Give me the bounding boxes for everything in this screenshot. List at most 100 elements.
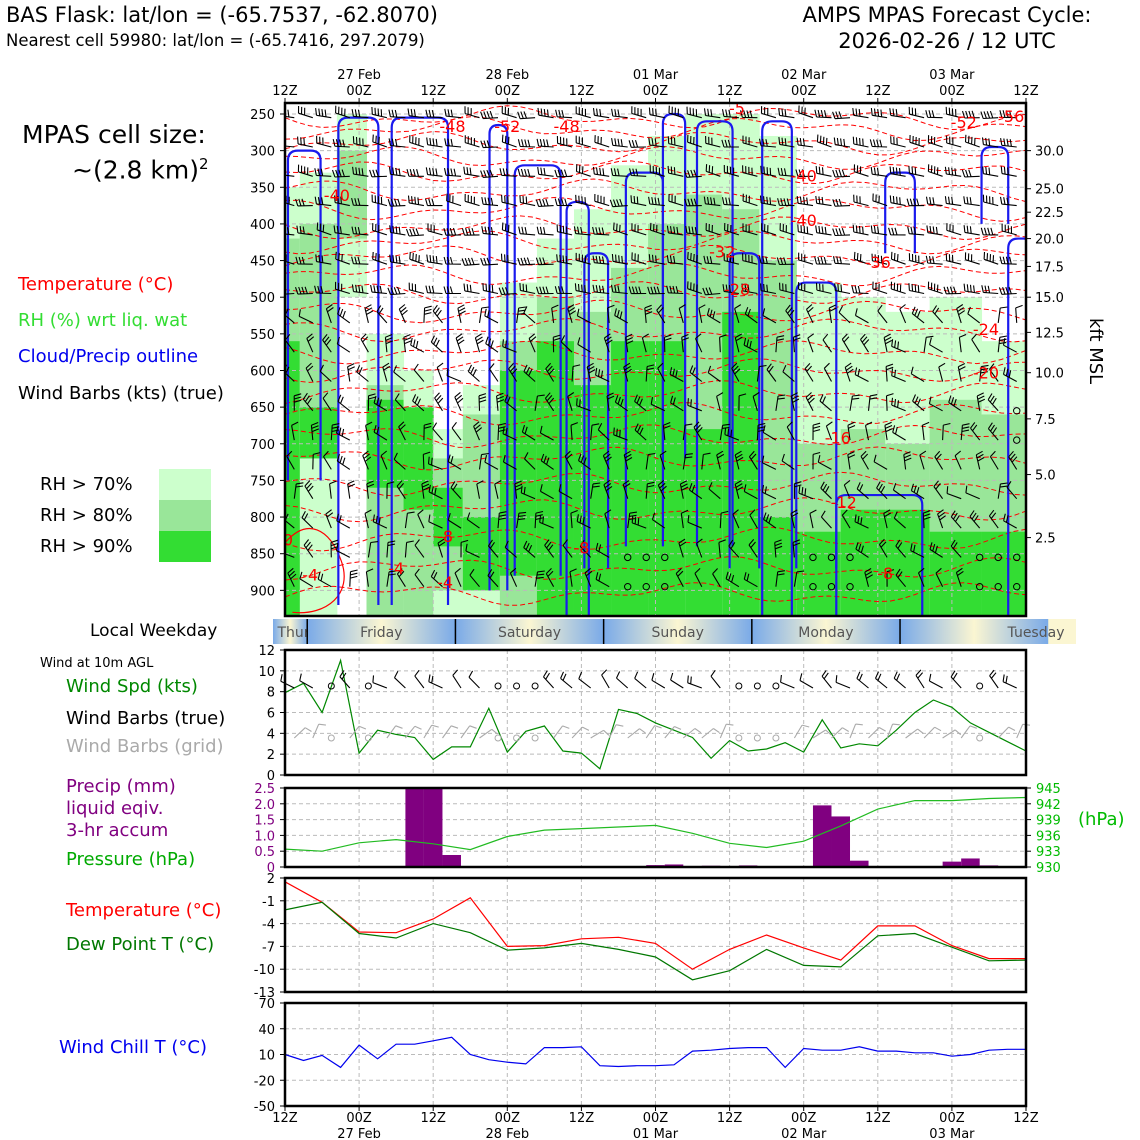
wind-barb [731,362,741,382]
wind-barb [451,421,462,441]
cloud-outline [513,164,562,576]
wind-barb-grid [479,728,498,739]
wind-barb-10m [821,670,832,689]
wind-barb [393,452,406,470]
wind-barb [613,427,628,441]
wind-barb [908,165,925,177]
wind-barb [944,166,962,177]
wind-barb [291,421,299,441]
wind-barb [706,308,721,324]
bottom-xtick-label: 00Z [346,1111,372,1126]
temperature-label: -28 [724,280,750,299]
wind-barb [428,514,443,529]
xs-ytick-label: 600 [250,364,275,379]
wind-barb-grid [868,727,886,739]
bottom-xtick-label: 12Z [1013,1111,1039,1126]
wind-barb [815,225,832,236]
wind-barb [987,422,999,441]
cloud-outline [980,145,1010,224]
wind-barb-grid [404,725,422,739]
wind-barb [796,137,814,148]
wind-barb-10m [1002,674,1017,689]
wind-barb [650,397,666,412]
xs-xtick-label: 00Z [495,84,521,99]
wind-barb [476,480,484,499]
xs-ytick-label: 800 [250,511,275,526]
wind10m-label: Wind at 10m AGL [40,656,154,671]
xs-rtick-label: 7.5 [1035,413,1056,428]
wind-barb [922,510,931,529]
wind-barb [814,109,832,119]
calm-marker [846,582,854,591]
temperature-contour [285,402,1026,426]
temperature-label: -8 [573,539,589,558]
wind-barb [372,251,388,265]
wind-barb-10m [414,669,425,689]
wind-barb [351,109,369,119]
wind-barb [806,304,814,324]
wind-barb [517,111,536,120]
legend-cloud: Cloud/Precip outline [18,346,199,367]
wind-barb [443,286,461,295]
wind-barb [648,137,665,148]
wind-barb [356,365,369,382]
wind-barb-10m [452,669,462,689]
wind-barb [312,452,321,470]
wind-barb [946,223,962,236]
wind-barb [304,480,314,499]
temp-panel-ytick-label: 2 [267,872,275,887]
wind-barb [423,422,432,441]
wind-barb [648,254,665,265]
wind-barb [852,224,869,236]
wind-barb [852,136,869,148]
wind-barb [892,425,906,441]
xs-ytick-label: 650 [250,401,275,416]
calm-marker [661,582,669,591]
wind-barb [937,509,946,529]
wind-barb-grid [997,726,1016,739]
wind-barb-grid [349,725,367,739]
wind-barb [389,254,406,265]
xs-ytick-label: 400 [250,218,275,233]
wind-barb [790,509,799,529]
wind-barb [427,456,443,470]
wind-barb [534,394,545,411]
weekday-label: Friday [360,625,402,641]
wind-barb [748,450,758,470]
wind-barb [592,284,610,295]
chart-subtitle: Nearest cell 59980: lat/lon = (-65.7416,… [6,31,425,50]
wind-barb [948,395,962,412]
wind-barb [336,513,351,529]
wind-barb [454,567,462,587]
wind-barb [1002,337,1017,353]
wind-barb [703,196,721,207]
wind-barb [891,368,906,383]
wind-barb [976,392,986,411]
xs-ytick-label: 900 [250,584,275,599]
calm-marker [1013,436,1021,444]
cloud-outline [565,200,590,616]
wind-barb [556,135,573,148]
wind-barb [853,194,869,207]
wind-barb [524,452,536,470]
wind-barb [631,106,647,119]
wind-barb [728,539,740,558]
wind-barb [796,196,814,207]
wind-barb [325,509,334,529]
wind-barb [501,105,517,119]
temperature-contour [285,582,1026,606]
wind-barb [331,169,350,178]
wind-barb [793,570,805,587]
wind-barb [628,140,647,148]
wind-barb [444,108,462,119]
wind-barb-grid [645,725,662,739]
wind-barb [817,454,832,470]
wind-barb [555,109,573,119]
wind-barb [564,450,573,470]
wind-barb [329,480,337,499]
wind-barb-10m [687,675,702,689]
wind-barb [716,392,724,411]
wind-barb [517,257,536,266]
calm-marker [735,682,743,690]
wind-barb [778,137,795,148]
